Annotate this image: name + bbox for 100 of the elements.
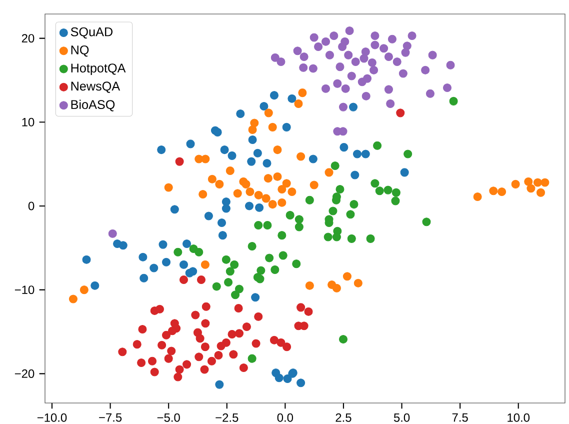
point: [174, 248, 182, 256]
point: [351, 58, 360, 66]
point: [400, 168, 409, 177]
point: [174, 372, 182, 382]
point: [212, 282, 221, 291]
point: [234, 304, 243, 313]
point: [108, 229, 117, 238]
point: [354, 278, 362, 288]
point: [276, 338, 286, 347]
point: [338, 335, 348, 344]
point: [68, 294, 78, 304]
point: [361, 150, 370, 158]
point: [498, 187, 506, 196]
point: [300, 52, 308, 62]
point: [186, 140, 195, 148]
x-tick-label: 2.5: [336, 413, 352, 422]
point: [298, 88, 307, 98]
point: [222, 204, 230, 213]
point: [90, 281, 100, 290]
point: [229, 350, 238, 359]
point: [155, 304, 164, 314]
point: [251, 293, 260, 302]
point: [344, 50, 353, 60]
point: [200, 342, 210, 352]
point: [231, 290, 240, 300]
point: [247, 157, 256, 166]
point: [201, 319, 210, 328]
x-tick-label: 0.0: [277, 413, 294, 422]
x-tick-label: 5.0: [394, 413, 410, 422]
point: [338, 102, 348, 112]
point: [138, 324, 147, 334]
point: [540, 178, 550, 187]
point: [360, 54, 368, 63]
point: [273, 146, 282, 154]
point: [345, 26, 354, 36]
point: [449, 96, 458, 106]
point: [254, 221, 263, 230]
point: [164, 183, 173, 192]
point: [270, 53, 280, 62]
point: [332, 232, 341, 242]
point: [340, 143, 348, 152]
point: [194, 352, 204, 362]
point: [489, 186, 498, 196]
point: [533, 178, 542, 187]
point: [392, 58, 402, 66]
point: [175, 365, 184, 374]
point: [526, 184, 536, 193]
point: [396, 108, 405, 118]
point: [398, 69, 408, 78]
point: [391, 196, 400, 206]
point: [324, 232, 332, 242]
point: [179, 275, 188, 284]
point: [253, 148, 262, 158]
point: [220, 146, 229, 154]
point: [310, 33, 318, 42]
point: [342, 272, 352, 281]
point: [308, 154, 318, 164]
point: [167, 346, 176, 356]
point: [262, 158, 272, 168]
point: [264, 108, 273, 118]
point: [386, 99, 395, 108]
point: [310, 180, 318, 190]
point: [384, 85, 393, 94]
point: [352, 150, 362, 158]
point: [321, 37, 330, 46]
point: [292, 260, 301, 268]
point: [242, 322, 251, 331]
x-tick-label: −5.0: [157, 413, 180, 422]
point: [164, 354, 173, 363]
point: [404, 150, 412, 158]
point: [536, 188, 546, 197]
point: [248, 135, 257, 144]
point: [384, 52, 393, 62]
point: [255, 203, 264, 212]
point: [217, 218, 226, 228]
point: [278, 198, 286, 207]
point: [341, 84, 350, 93]
point: [428, 50, 437, 60]
point: [366, 234, 375, 243]
legend-label: BioASQ: [71, 100, 115, 112]
point: [363, 74, 372, 83]
x-tick-label: −10.0: [37, 413, 67, 422]
point: [336, 62, 344, 72]
x-tick-label: 10.0: [508, 413, 530, 422]
point: [150, 264, 158, 272]
point: [213, 128, 222, 136]
point: [330, 161, 340, 170]
point: [239, 364, 248, 372]
point: [262, 194, 270, 203]
point: [208, 174, 216, 184]
point: [82, 255, 91, 264]
point: [162, 330, 171, 340]
point: [132, 340, 142, 349]
y-tick-label: 0: [28, 202, 34, 210]
point: [150, 368, 159, 376]
point: [330, 32, 338, 40]
x-tick-label: 7.5: [452, 413, 468, 422]
y-tick-label: 20: [22, 34, 34, 43]
legend-label: HotpotQA: [71, 64, 126, 76]
point: [270, 336, 278, 344]
